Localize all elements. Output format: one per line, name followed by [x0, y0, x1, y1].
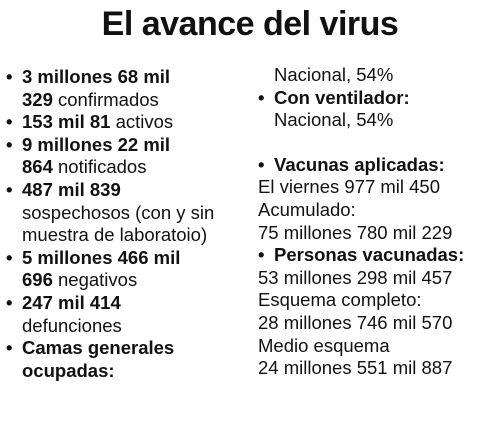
- personas-label: Personas vacunadas:: [274, 244, 465, 266]
- vacunas-label: Vacunas aplicadas:: [274, 153, 445, 175]
- bullet-icon: •: [258, 86, 265, 108]
- activos-item: • 153 mil 81 activos: [6, 111, 254, 134]
- ventilador-label: Con ventilador:: [274, 86, 410, 108]
- negativos-number: 5 millones 466 mil: [22, 246, 181, 268]
- bullet-icon: •: [6, 291, 13, 313]
- camas-value: Nacional, 54%: [274, 64, 394, 85]
- confirmados-number: 3 millones 68 mil: [22, 66, 171, 87]
- acumulado-label: Acumulado:: [258, 198, 356, 220]
- bullet-icon: •: [6, 178, 13, 200]
- ventilador-value: Nacional, 54%: [274, 109, 394, 131]
- sospechosos-item: • 487 mil 839: [6, 179, 254, 202]
- activos-number: 153 mil 81: [22, 111, 111, 133]
- bullet-icon: •: [6, 246, 13, 268]
- confirmados-label: confirmados: [52, 88, 159, 110]
- camas-label-cont: ocupadas:: [22, 359, 115, 381]
- medio-label: Medio esquema: [258, 334, 390, 356]
- vacunas-item: • Vacunas aplicadas:: [258, 154, 498, 177]
- confirmados-item: • 3 millones 68 mil: [6, 66, 254, 89]
- personas-value: 53 millones 298 mil 457: [258, 266, 453, 288]
- completo-label: Esquema completo:: [258, 289, 422, 311]
- sospechosos-label: sospechosos (con y sin: [22, 201, 215, 223]
- defunciones-number: 247 mil 414: [22, 291, 121, 313]
- ventilador-item: • Con ventilador:: [258, 87, 498, 110]
- personas-item: • Personas vacunadas:: [258, 244, 498, 267]
- camas-label: Camas generales: [22, 337, 175, 359]
- page-title: El avance del virus: [101, 5, 399, 43]
- bullet-icon: •: [6, 337, 13, 359]
- completo-value: 28 millones 746 mil 570: [258, 311, 453, 333]
- sospechosos-number: 487 mil 839: [22, 178, 121, 200]
- negativos-item: • 5 millones 466 mil: [6, 247, 254, 270]
- camas-item: • Camas generales: [6, 337, 254, 360]
- right-column: Nacional, 54% • Con ventilador: Nacional,…: [258, 64, 498, 380]
- acumulado-value: 75 millones 780 mil 229: [258, 221, 453, 243]
- bullet-icon: •: [6, 111, 13, 133]
- bullet-icon: •: [6, 66, 13, 87]
- defunciones-item: • 247 mil 414: [6, 292, 254, 315]
- notificados-item: • 9 millones 22 mil: [6, 134, 254, 157]
- bullet-icon: •: [258, 153, 265, 175]
- confirmados-number-cont: 329: [22, 88, 53, 110]
- notificados-number-cont: 864: [22, 156, 53, 178]
- negativos-label: negativos: [52, 269, 138, 291]
- vacunas-viernes: El viernes 977 mil 450: [258, 176, 441, 198]
- bullet-icon: •: [258, 244, 265, 266]
- notificados-number: 9 millones 22 mil: [22, 133, 171, 155]
- defunciones-label: defunciones: [22, 314, 122, 336]
- left-column: • 3 millones 68 mil 329 confirmados • 153 …: [6, 66, 254, 382]
- notificados-label: notificados: [52, 156, 147, 178]
- negativos-number-cont: 696: [22, 269, 53, 291]
- activos-label: activos: [110, 111, 174, 133]
- sospechosos-label-cont: muestra de laboratoio): [22, 224, 208, 246]
- bullet-icon: •: [6, 133, 13, 155]
- medio-value: 24 millones 551 mil 887: [258, 357, 453, 379]
